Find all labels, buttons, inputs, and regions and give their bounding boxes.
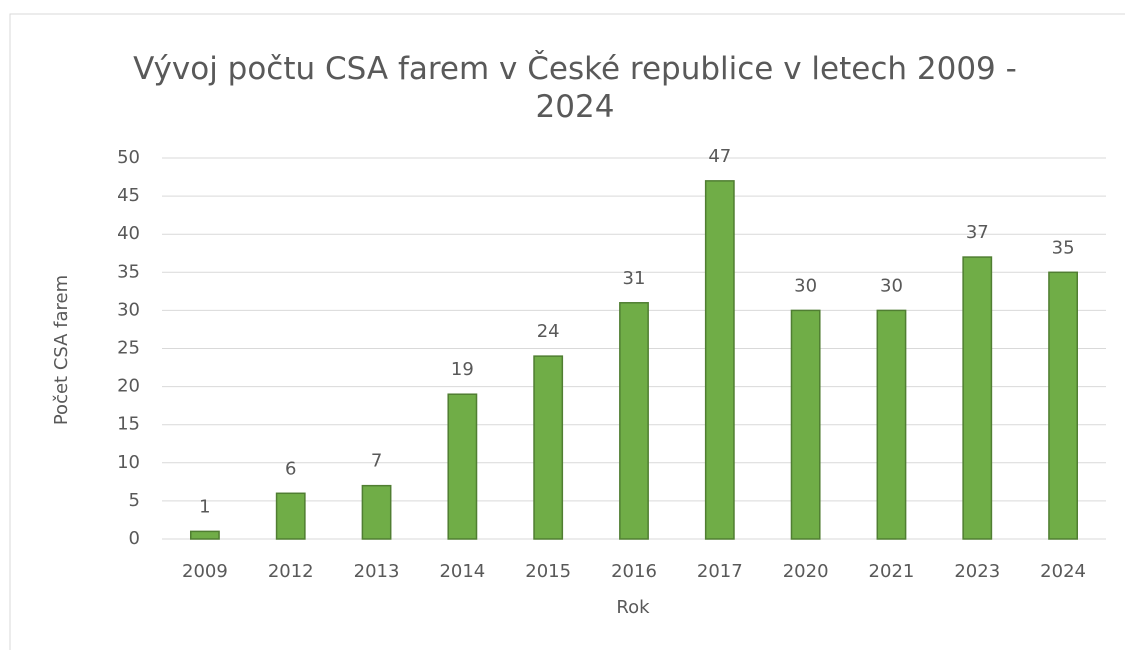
x-axis-label: Rok xyxy=(616,597,650,618)
x-tick-label: 2021 xyxy=(869,561,915,582)
x-tick-label: 2017 xyxy=(697,561,743,582)
bar xyxy=(704,180,735,540)
y-axis-label: Počet CSA farem xyxy=(51,275,72,425)
x-tick-label: 2014 xyxy=(439,561,485,582)
y-tick-label: 45 xyxy=(117,185,140,206)
y-tick-label: 10 xyxy=(117,452,140,473)
x-tick-label: 2023 xyxy=(954,561,1000,582)
data-label: 24 xyxy=(537,321,560,342)
data-label: 30 xyxy=(880,275,903,296)
y-tick-label: 40 xyxy=(117,223,140,244)
bar xyxy=(189,530,220,540)
bar xyxy=(361,484,392,540)
y-tick-label: 5 xyxy=(129,490,140,511)
x-tick-label: 2012 xyxy=(268,561,314,582)
y-tick-label: 0 xyxy=(129,528,140,549)
data-label: 7 xyxy=(371,451,382,472)
x-tick-label: 2024 xyxy=(1040,561,1086,582)
bar xyxy=(275,492,306,540)
bar xyxy=(962,256,993,540)
data-label: 31 xyxy=(623,268,646,289)
bar xyxy=(876,309,907,540)
title-box: Vývoj počtu CSA farem v České republice … xyxy=(133,51,1017,125)
x-tick-label: 2009 xyxy=(182,561,228,582)
y-tick-label: 30 xyxy=(117,299,140,320)
x-tick-label: 2015 xyxy=(525,561,571,582)
y-tick-label: 35 xyxy=(117,261,140,282)
data-label: 19 xyxy=(451,359,474,380)
y-tick-label: 20 xyxy=(117,376,140,397)
bar xyxy=(619,302,649,540)
y-tick-label: 25 xyxy=(117,338,140,359)
bar xyxy=(1048,271,1079,540)
chart-title: Vývoj počtu CSA farem v České republice … xyxy=(133,51,1017,125)
bar xyxy=(790,309,821,540)
x-tick-label: 2016 xyxy=(611,561,657,582)
data-label: 6 xyxy=(285,458,296,479)
chart-border xyxy=(9,13,1125,650)
y-tick-label: 15 xyxy=(117,414,140,435)
data-label: 47 xyxy=(708,146,731,167)
data-label: 1 xyxy=(199,496,210,517)
x-tick-label: 2020 xyxy=(783,561,829,582)
x-tick-label: 2013 xyxy=(354,561,400,582)
bar xyxy=(447,393,478,540)
bar xyxy=(533,355,564,540)
data-label: 37 xyxy=(966,222,989,243)
data-label: 30 xyxy=(794,275,817,296)
y-tick-label: 50 xyxy=(117,147,140,168)
data-label: 35 xyxy=(1052,237,1075,258)
